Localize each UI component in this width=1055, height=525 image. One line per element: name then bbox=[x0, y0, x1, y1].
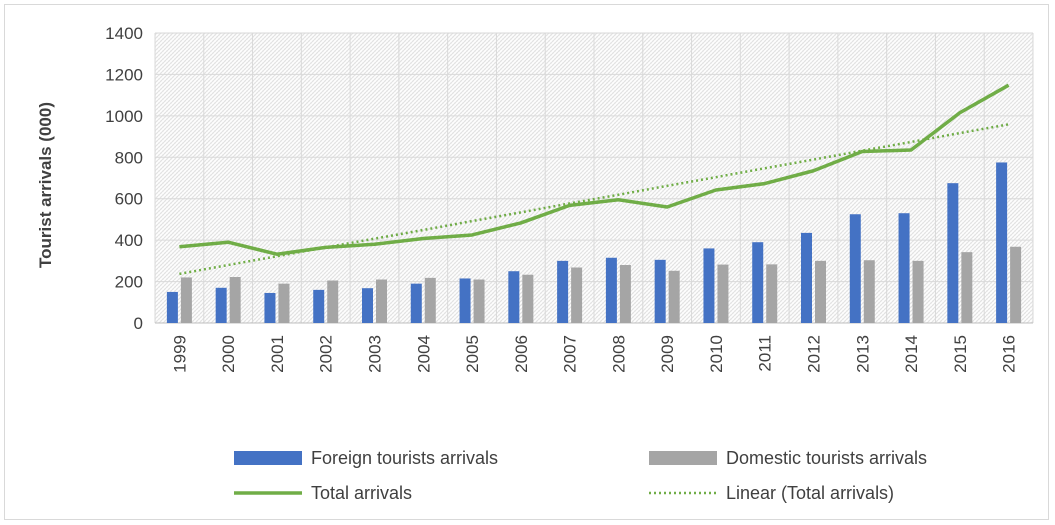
y-axis-ticks: 0 200 400 600 800 1000 1200 1400 bbox=[105, 24, 143, 333]
y-tick-label: 0 bbox=[134, 314, 143, 333]
legend-label-foreign-tourists-arrivals: Foreign tourists arrivals bbox=[311, 448, 498, 468]
bar-domestic-tourists-arrivals bbox=[180, 277, 192, 323]
y-axis-label: Tourist arrivals (000) bbox=[36, 102, 55, 268]
bar-domestic-tourists-arrivals bbox=[717, 264, 729, 323]
x-tick-label: 2013 bbox=[853, 335, 872, 373]
y-tick-label: 200 bbox=[115, 273, 143, 292]
bar-foreign-tourists-arrivals bbox=[801, 232, 812, 323]
bar-foreign-tourists-arrivals bbox=[215, 287, 227, 323]
bar-foreign-tourists-arrivals bbox=[410, 283, 422, 323]
bar-foreign-tourists-arrivals bbox=[362, 288, 373, 323]
x-tick-label: 2002 bbox=[317, 335, 336, 373]
x-tick-label: 2016 bbox=[1000, 335, 1019, 373]
bar-domestic-tourists-arrivals bbox=[912, 260, 924, 323]
x-tick-label: 2009 bbox=[658, 335, 677, 373]
x-tick-label: 2007 bbox=[561, 335, 580, 373]
legend: Foreign tourists arrivals Domestic touris… bbox=[234, 448, 927, 503]
y-tick-label: 600 bbox=[115, 190, 143, 209]
x-tick-label: 2012 bbox=[805, 335, 824, 373]
y-tick-label: 400 bbox=[115, 231, 143, 250]
trendline-series bbox=[179, 123, 1009, 276]
x-tick-label: 2003 bbox=[366, 335, 385, 373]
legend-label-total-arrivals: Total arrivals bbox=[311, 483, 412, 503]
bar-domestic-tourists-arrivals bbox=[522, 274, 534, 323]
x-tick-label: 2015 bbox=[951, 335, 970, 373]
bar-foreign-tourists-arrivals bbox=[264, 292, 276, 323]
bar-domestic-tourists-arrivals bbox=[1010, 246, 1022, 323]
bar-domestic-tourists-arrivals bbox=[863, 260, 875, 323]
chart-svg: 0 200 400 600 800 1000 1200 1400 1999 2000 2001 20… bbox=[36, 24, 1034, 503]
bar-foreign-tourists-arrivals bbox=[703, 248, 715, 323]
bar-domestic-tourists-arrivals bbox=[619, 265, 631, 323]
lines bbox=[179, 83, 1010, 276]
y-tick-label: 800 bbox=[115, 148, 143, 167]
bar-domestic-tourists-arrivals bbox=[815, 260, 826, 323]
bar-foreign-tourists-arrivals bbox=[557, 260, 569, 323]
bar-foreign-tourists-arrivals bbox=[605, 257, 617, 323]
x-tick-label: 2014 bbox=[902, 335, 921, 373]
x-tick-label: 2008 bbox=[609, 335, 628, 373]
bar-domestic-tourists-arrivals bbox=[424, 277, 436, 323]
x-tick-label: 2001 bbox=[268, 335, 287, 373]
bar-foreign-tourists-arrivals bbox=[654, 259, 666, 323]
bar-foreign-tourists-arrivals bbox=[166, 291, 178, 323]
bar-foreign-tourists-arrivals bbox=[313, 289, 325, 323]
bars bbox=[166, 162, 1022, 323]
bar-domestic-tourists-arrivals bbox=[229, 277, 241, 323]
bar-domestic-tourists-arrivals bbox=[668, 270, 680, 323]
x-axis-ticks: 1999 2000 2001 2002 2003 2004 2005 2006 2007 2008… bbox=[170, 335, 1018, 373]
y-tick-label: 1200 bbox=[105, 65, 143, 84]
bar-domestic-tourists-arrivals bbox=[961, 252, 973, 323]
x-tick-label: 2005 bbox=[463, 335, 482, 373]
x-tick-label: 2000 bbox=[219, 335, 238, 373]
bar-foreign-tourists-arrivals bbox=[849, 214, 861, 323]
legend-label-domestic-tourists-arrivals: Domestic tourists arrivals bbox=[726, 448, 927, 468]
bar-foreign-tourists-arrivals bbox=[947, 183, 959, 323]
legend-swatch-foreign-tourists-arrivals bbox=[234, 451, 302, 465]
x-tick-label: 1999 bbox=[170, 335, 189, 373]
bar-foreign-tourists-arrivals bbox=[459, 278, 471, 323]
bar-domestic-tourists-arrivals bbox=[327, 280, 339, 323]
bar-foreign-tourists-arrivals bbox=[752, 242, 764, 323]
x-tick-label: 2006 bbox=[512, 335, 531, 373]
x-tick-label: 2011 bbox=[756, 335, 775, 372]
y-tick-label: 1000 bbox=[105, 107, 143, 126]
y-tick-label: 1400 bbox=[105, 24, 143, 43]
legend-swatch-domestic-tourists-arrivals bbox=[649, 451, 717, 465]
bar-domestic-tourists-arrivals bbox=[473, 279, 485, 323]
bar-foreign-tourists-arrivals bbox=[996, 162, 1008, 323]
x-tick-label: 2004 bbox=[414, 335, 433, 373]
bar-domestic-tourists-arrivals bbox=[278, 283, 290, 323]
bar-foreign-tourists-arrivals bbox=[508, 271, 520, 323]
legend-label-linear-total-arrivals-: Linear (Total arrivals) bbox=[726, 483, 894, 503]
bar-foreign-tourists-arrivals bbox=[898, 213, 910, 323]
x-tick-label: 2010 bbox=[707, 335, 726, 373]
bar-domestic-tourists-arrivals bbox=[376, 279, 387, 323]
chart-frame: 0 200 400 600 800 1000 1200 1400 1999 2000 2001 20… bbox=[4, 4, 1049, 520]
bar-domestic-tourists-arrivals bbox=[571, 267, 583, 323]
bar-domestic-tourists-arrivals bbox=[766, 264, 778, 323]
